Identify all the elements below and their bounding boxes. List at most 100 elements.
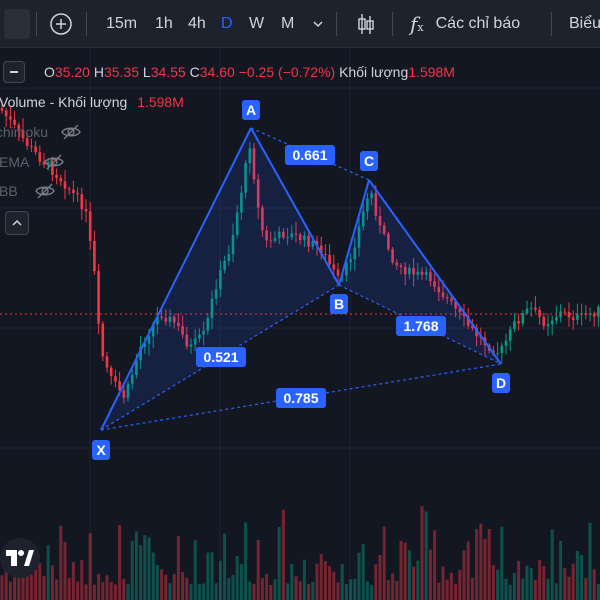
interval-4h[interactable]: 4h bbox=[188, 15, 206, 32]
candle-body bbox=[538, 309, 541, 317]
volume-bar bbox=[412, 566, 416, 600]
candle-body bbox=[508, 329, 512, 341]
candle-body bbox=[294, 233, 298, 235]
chart-menu-label[interactable]: Biểu bbox=[569, 15, 600, 32]
volume-bar bbox=[294, 576, 298, 600]
volume-bar bbox=[504, 578, 508, 600]
candle-body bbox=[391, 249, 394, 263]
volume-bar bbox=[529, 567, 533, 600]
volume-bar bbox=[256, 539, 260, 600]
volume-bar bbox=[67, 578, 71, 600]
volume-bar bbox=[134, 531, 138, 600]
candle-body bbox=[382, 225, 386, 234]
candle-body bbox=[198, 334, 201, 339]
eye-crossed-icon[interactable] bbox=[43, 153, 65, 171]
volume-bar bbox=[395, 581, 399, 600]
interval-15m[interactable]: 15m bbox=[106, 15, 138, 32]
candle-body bbox=[219, 269, 222, 290]
candle-body bbox=[59, 177, 63, 182]
low-value: 34.55 bbox=[150, 64, 186, 80]
pattern-bcd-fill bbox=[339, 180, 501, 364]
volume-bar bbox=[554, 583, 558, 600]
ratio-abc-label: 0.661 bbox=[292, 147, 327, 163]
pattern-leg[interactable] bbox=[100, 127, 252, 431]
volume-bar bbox=[151, 552, 155, 600]
volume-bar bbox=[202, 583, 206, 600]
candle-body bbox=[525, 308, 529, 314]
pattern-ratio-line bbox=[100, 363, 502, 431]
toolbar-divider bbox=[551, 12, 552, 36]
volume-bar bbox=[185, 577, 189, 600]
candle-body bbox=[130, 375, 134, 384]
volume-bar bbox=[479, 523, 483, 600]
candle-body bbox=[84, 209, 88, 212]
indicator-ema[interactable]: EMA bbox=[0, 153, 65, 171]
volume-bar bbox=[38, 563, 42, 600]
candle-body bbox=[93, 240, 96, 272]
candle-body bbox=[256, 179, 260, 208]
volume-bar bbox=[323, 561, 327, 600]
pattern-leg[interactable] bbox=[338, 179, 370, 286]
candle-body bbox=[395, 262, 399, 266]
indicators-button[interactable]: fx Các chỉ báo bbox=[410, 0, 520, 48]
candle-body bbox=[332, 264, 336, 270]
indicator-bb[interactable]: BB bbox=[0, 182, 56, 200]
symbol-search-button[interactable] bbox=[0, 0, 32, 48]
interval-d[interactable]: D bbox=[221, 15, 233, 32]
interval-dropdown[interactable] bbox=[311, 0, 325, 48]
candle-body bbox=[240, 192, 243, 213]
indicator-ichimoku[interactable]: Ichimoku bbox=[0, 123, 82, 141]
candle-body bbox=[597, 306, 600, 317]
tradingview-logo[interactable] bbox=[0, 538, 40, 578]
candle-body bbox=[273, 237, 277, 241]
volume-bar bbox=[433, 530, 437, 600]
interval-1h[interactable]: 1h bbox=[155, 15, 173, 32]
volume-bar bbox=[155, 564, 159, 600]
candle-body bbox=[454, 301, 457, 309]
volume-bar bbox=[378, 554, 382, 600]
chart-pane[interactable]: X A B C D 0.521 0.661 1.768 0.785 O35.20 H35.35 … bbox=[0, 48, 600, 600]
interval-w[interactable]: W bbox=[249, 15, 265, 32]
chart-type-button[interactable] bbox=[352, 0, 380, 48]
volume-study-legend[interactable]: Volume - Khối lượng 1.598M bbox=[0, 94, 184, 110]
pattern-xab-fill bbox=[101, 128, 339, 430]
chevron-up-icon bbox=[12, 219, 22, 226]
candle-body bbox=[25, 138, 29, 146]
volume-bar bbox=[55, 579, 59, 600]
volume-bar bbox=[143, 535, 147, 600]
pattern-leg[interactable] bbox=[250, 127, 340, 286]
candle-body bbox=[46, 162, 50, 165]
interval-m[interactable]: M bbox=[281, 15, 295, 32]
candle-body bbox=[88, 211, 92, 241]
toolbar-divider bbox=[36, 12, 37, 36]
ratio-xad-label: 0.785 bbox=[283, 390, 318, 406]
eye-crossed-icon[interactable] bbox=[60, 123, 82, 141]
volume-bar bbox=[223, 533, 227, 600]
toolbar-divider bbox=[86, 12, 87, 36]
price-chart[interactable]: X A B C D 0.521 0.661 1.768 0.785 bbox=[0, 48, 600, 600]
pattern-leg[interactable] bbox=[368, 179, 502, 365]
candle-body bbox=[567, 312, 571, 318]
volume-bar bbox=[80, 560, 84, 600]
candle-body bbox=[42, 161, 46, 165]
volume-bar bbox=[227, 578, 231, 600]
volume-bar bbox=[214, 583, 218, 600]
legend-collapse-button[interactable] bbox=[3, 61, 25, 83]
candle-body bbox=[521, 313, 525, 324]
volume-bar bbox=[538, 560, 542, 600]
eye-crossed-icon[interactable] bbox=[34, 182, 56, 200]
candle-body bbox=[147, 336, 151, 344]
compare-add-button[interactable] bbox=[48, 0, 74, 48]
volume-bar bbox=[311, 581, 315, 600]
volume-bar bbox=[365, 581, 369, 600]
indicators-collapse-button[interactable] bbox=[5, 211, 29, 235]
candle-body bbox=[38, 152, 42, 162]
volume-bar bbox=[88, 533, 92, 600]
volume-bar bbox=[336, 582, 340, 600]
candle-body bbox=[466, 316, 470, 326]
volume-bar bbox=[340, 564, 344, 600]
open-value: 35.20 bbox=[54, 64, 90, 80]
candle-body bbox=[177, 322, 180, 326]
volume-bar bbox=[160, 569, 164, 600]
volume-bar bbox=[139, 545, 143, 600]
